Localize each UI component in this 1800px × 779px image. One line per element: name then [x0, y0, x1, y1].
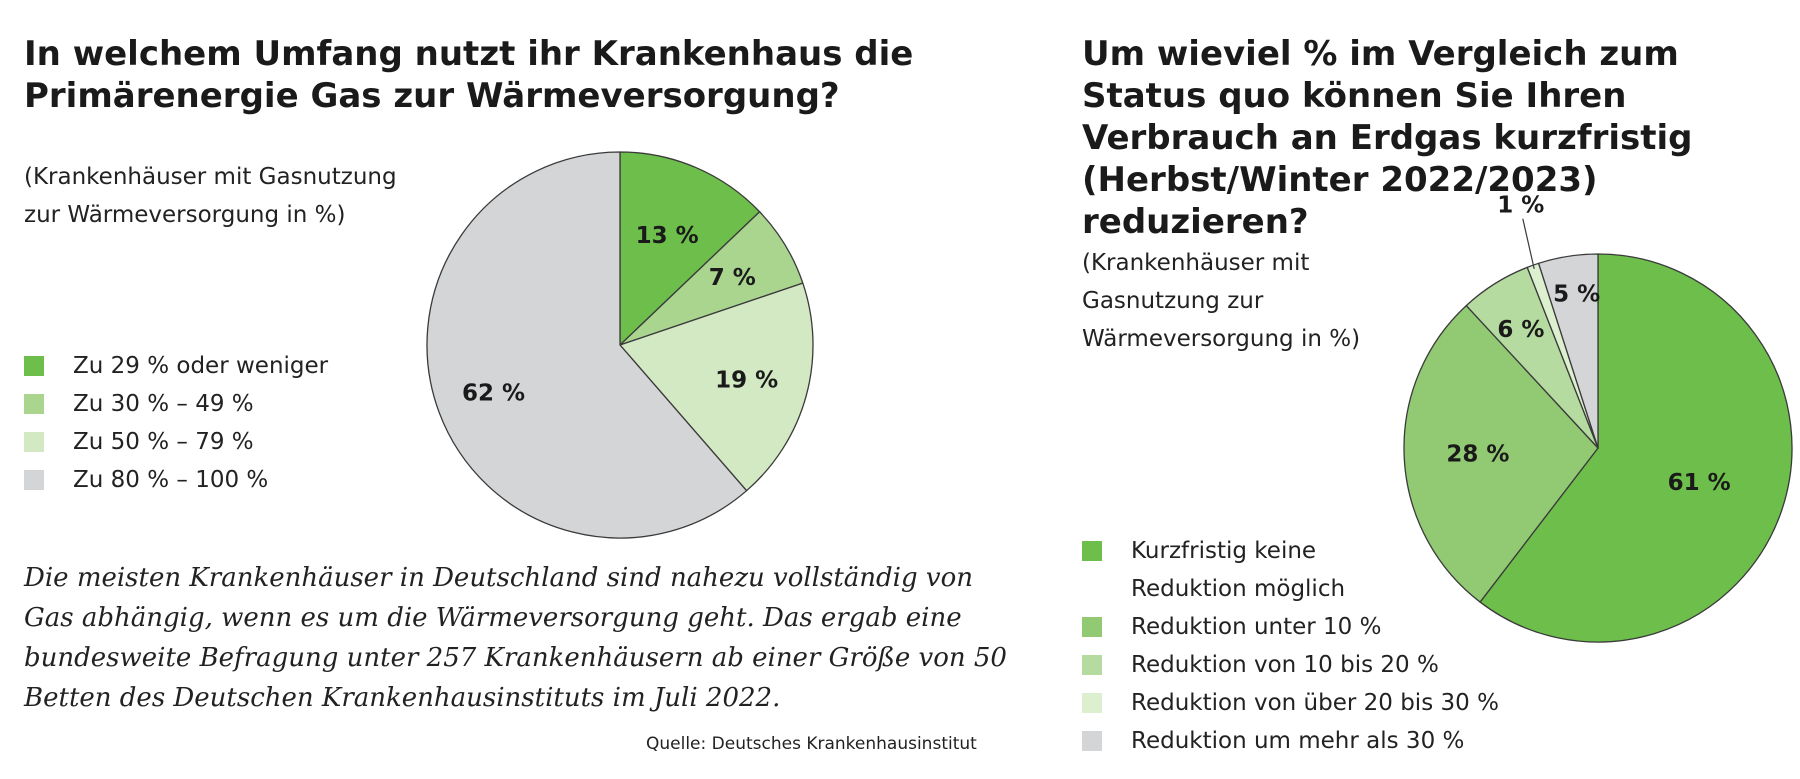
source-note: Quelle: Deutsches Krankenhausinstitut: [646, 734, 977, 754]
left-chart-subtitle: (Krankenhäuser mit Gasnutzung zur Wärmev…: [24, 164, 397, 228]
legend-item-zu-29-oder-weniger: Zu 29 % oder weniger: [24, 347, 424, 385]
pie-label-reduktion-von-ueber-20-bis-30: 1 %: [1497, 193, 1544, 219]
chart-description: Die meisten Krankenhäuser in Deutschland…: [24, 563, 1007, 713]
legend-swatch: [1082, 693, 1102, 713]
right-chart-title: Um wieviel % im Vergleich zum Status quo…: [1082, 34, 1693, 242]
legend-label: Zu 29 % oder weniger: [73, 353, 329, 379]
pie-label-zu-30-49: 7 %: [709, 265, 756, 291]
legend-item-reduktion-um-mehr-als-30: Reduktion um mehr als 30 %: [1082, 722, 1602, 760]
legend-swatch: [24, 356, 44, 376]
legend-label: Reduktion unter 10 %: [1131, 614, 1382, 640]
legend-item-zu-80-100: Zu 80 % – 100 %: [24, 461, 424, 499]
pie-label-reduktion-um-mehr-als-30: 5 %: [1553, 282, 1600, 308]
legend-label: Zu 50 % – 79 %: [73, 429, 254, 455]
legend-label: Reduktion von über 20 bis 30 %: [1131, 690, 1499, 716]
legend-label: Reduktion von 10 bis 20 %: [1131, 652, 1439, 678]
pie-leader-line: [1522, 218, 1535, 270]
legend-label: Zu 80 % – 100 %: [73, 467, 269, 493]
legend-label: Zu 30 % – 49 %: [73, 391, 254, 417]
legend-item-reduktion-von-ueber-20-bis-30: Reduktion von über 20 bis 30 %: [1082, 684, 1602, 722]
legend-swatch: [1082, 655, 1102, 675]
legend-swatch: [24, 470, 44, 490]
left-pie-chart: 13 % 7 % 19 % 62 %: [426, 151, 814, 539]
legend-item-kurzfristig-keine-reduktion-moeglich: Kurzfristig keine Reduktion möglich: [1082, 532, 1602, 608]
pie-slice-reduktion-unter-10: [1403, 304, 1599, 603]
legend-swatch: [1082, 617, 1102, 637]
legend-item-reduktion-unter-10: Reduktion unter 10 %: [1082, 608, 1602, 646]
pie-slice-zu-29-oder-weniger: [619, 151, 761, 346]
pie-label-reduktion-unter-10: 28 %: [1446, 442, 1509, 468]
left-chart-panel: In welchem Umfang nutzt ihr Krankenhaus …: [24, 34, 1007, 754]
legend-swatch: [24, 394, 44, 414]
legend-item-reduktion-von-10-bis-20: Reduktion von 10 bis 20 %: [1082, 646, 1602, 684]
right-pie-chart: 61 % 28 % 6 % 1 % 5 %: [1403, 193, 1793, 643]
legend-item-zu-30-49: Zu 30 % – 49 %: [24, 385, 424, 423]
legend-item-zu-50-79: Zu 50 % – 79 %: [24, 423, 424, 461]
right-chart-legend: Kurzfristig keine Reduktion möglich Reduk…: [1082, 532, 1602, 760]
pie-slice-reduktion-um-mehr-als-30: [1537, 253, 1599, 449]
legend-label: Reduktion um mehr als 30 %: [1131, 728, 1465, 754]
pie-slice-zu-80-100: [426, 151, 748, 539]
pie-label-kurzfristig-keine-reduktion-moeglich: 61 %: [1668, 470, 1731, 496]
left-chart-title: In welchem Umfang nutzt ihr Krankenhaus …: [24, 34, 914, 116]
legend-swatch: [1082, 731, 1102, 751]
pie-label-zu-29-oder-weniger: 13 %: [636, 223, 699, 249]
pie-label-zu-50-79: 19 %: [715, 367, 778, 393]
pie-slice-kurzfristig-keine-reduktion-moeglich: [1479, 253, 1793, 643]
legend-swatch: [1082, 541, 1102, 561]
pie-label-reduktion-von-10-bis-20: 6 %: [1497, 317, 1544, 343]
legend-label: Kurzfristig keine Reduktion möglich: [1131, 538, 1346, 602]
left-chart-legend: Zu 29 % oder weniger Zu 30 % – 49 % Zu 50 …: [24, 347, 424, 499]
pie-label-zu-80-100: 62 %: [462, 380, 525, 406]
legend-swatch: [24, 432, 44, 452]
pie-slice-zu-50-79: [619, 282, 814, 492]
right-chart-panel: Um wieviel % im Vergleich zum Status quo…: [1060, 0, 1800, 779]
right-chart-subtitle: (Krankenhäuser mit Gasnutzung zur Wärmev…: [1082, 250, 1361, 352]
